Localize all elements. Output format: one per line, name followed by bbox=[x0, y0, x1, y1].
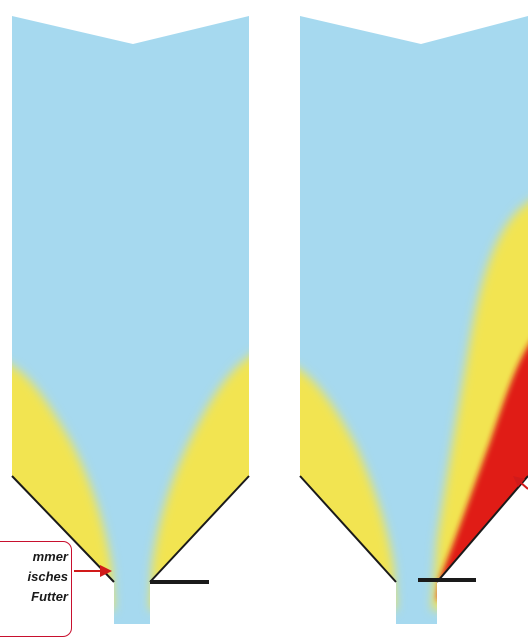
right-hopper-wall-left bbox=[299, 475, 397, 583]
callout-line-1: mmer bbox=[32, 549, 68, 564]
red-zone-arrow bbox=[513, 476, 528, 490]
callout-label: mmer isches Futter bbox=[0, 547, 68, 607]
left-hopper-wall-left bbox=[11, 475, 115, 583]
right-silo bbox=[299, 16, 528, 624]
right-outlet-bar bbox=[418, 578, 476, 582]
right-hopper-wall-right bbox=[436, 475, 528, 583]
left-hopper-wall-right bbox=[149, 475, 250, 583]
callout-arrow bbox=[74, 565, 112, 577]
callout-line-3: Futter bbox=[31, 589, 68, 604]
left-outlet-bar bbox=[150, 580, 209, 584]
left-silo-body bbox=[12, 16, 249, 624]
callout-line-2: isches bbox=[27, 569, 68, 584]
left-silo bbox=[11, 16, 250, 624]
silo-flow-diagram bbox=[11, 16, 528, 624]
